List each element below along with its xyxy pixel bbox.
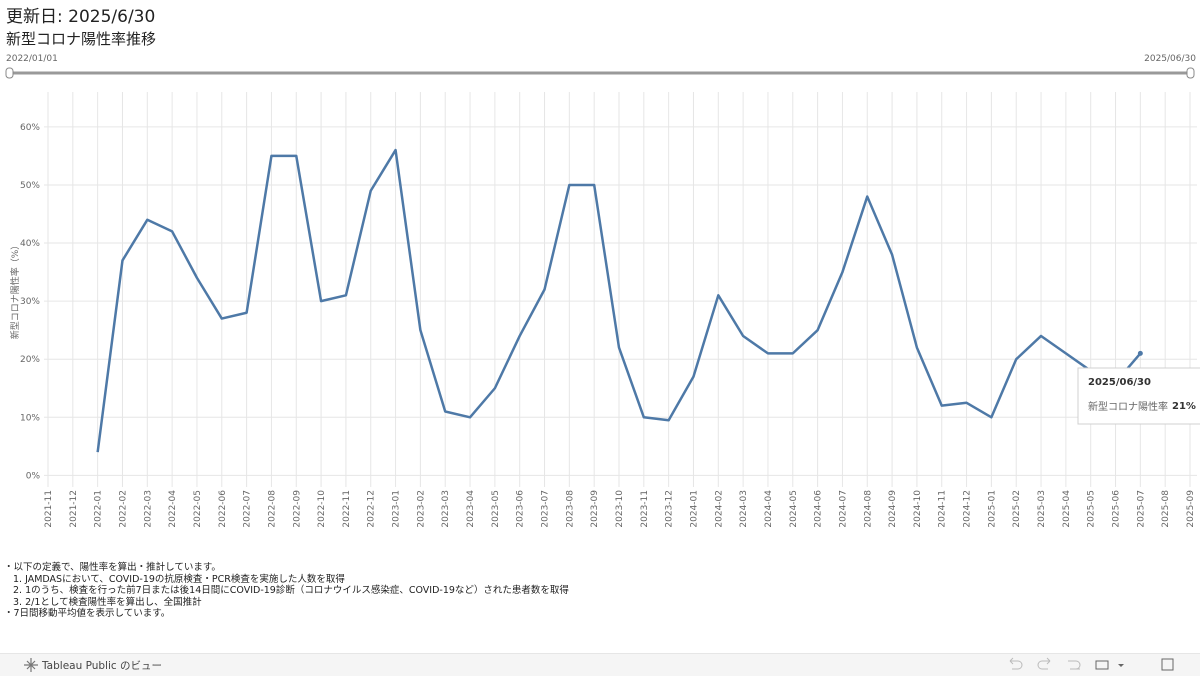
slider-handle[interactable]: [5, 67, 14, 79]
x-tick-label: 2025-09: [1186, 490, 1196, 528]
notes: ・以下の定義で、陽性率を算出・推計しています。 1. JAMDASにおいて、COV…: [4, 562, 569, 620]
chart: 2022/01/01 2025/06/30 新型コロナ陽性率（%） 0% 10% 2…: [5, 54, 1200, 528]
redo-button[interactable]: [1037, 657, 1051, 670]
title: 新型コロナ陽性率推移: [6, 30, 157, 48]
x-tick-label: 2022-12: [367, 490, 377, 528]
line: [96, 148, 1142, 453]
x-tick-label: 2025-02: [1012, 490, 1022, 528]
x-tick-label: 2023-05: [491, 490, 501, 528]
x-tick-label: 2022-02: [118, 490, 128, 528]
x-tick-label: 2025-07: [1136, 490, 1146, 528]
x-tick-label: 2023-12: [665, 490, 675, 528]
note-line: ・7日間移動平均値を表示しています。: [4, 608, 171, 619]
point: [1137, 350, 1143, 356]
x-tick-label: 2025-08: [1161, 490, 1171, 528]
tooltip-box: [1077, 367, 1200, 425]
x-tick-label: 2022-01: [94, 490, 104, 528]
x-tick-label: 2023-08: [565, 490, 575, 528]
x-tick-label: 2023-10: [615, 490, 625, 528]
tooltip: 2025/06/30 新型コロナ陽性率 21%: [1077, 367, 1200, 425]
x-tick-label: 2025-01: [987, 490, 997, 528]
y-tick-label: 10%: [20, 413, 40, 423]
y-tick-label: 0%: [26, 471, 41, 481]
x-tick-label: 2024-06: [814, 490, 824, 528]
x-tick-label: 2022-07: [243, 490, 253, 528]
note-line: 1. JAMDASにおいて、COVID-19の抗原検査・PCR検査を実施した人数…: [13, 573, 345, 585]
y-tick-label: 30%: [20, 297, 40, 307]
x-tick-label: 2024-02: [714, 490, 724, 528]
x-tick-label: 2023-11: [640, 490, 650, 528]
x-tick-label: 2022-04: [168, 490, 178, 528]
x-tick-label: 2022-11: [342, 490, 352, 528]
x-tick-label: 2024-12: [963, 490, 973, 528]
tooltip-title: 2025/06/30: [1088, 377, 1151, 388]
note-line: 3. 2/1として検査陽性率を算出し、全国推計: [13, 596, 202, 608]
revert-button[interactable]: [1068, 660, 1081, 670]
x-tick-label: 2024-03: [739, 490, 749, 528]
x-tick-label: 2025-04: [1062, 490, 1072, 528]
y-axis-label: 新型コロナ陽性率（%）: [9, 241, 21, 340]
menu-button[interactable]: [1118, 664, 1124, 667]
footer-text[interactable]: Tableau Public のビュー: [42, 660, 162, 672]
tooltip-field: 新型コロナ陽性率: [1088, 400, 1168, 413]
x-tick-label: 2023-02: [416, 490, 426, 528]
x-tick-label: 2023-03: [441, 490, 451, 528]
x-tick-label: 2024-07: [838, 490, 848, 528]
y-tick-label: 40%: [20, 239, 40, 249]
y-tick-label: 50%: [20, 181, 40, 191]
tooltip-value: 21%: [1172, 401, 1196, 412]
x-tick-label: 2023-09: [590, 490, 600, 528]
note-line: ・以下の定義で、陽性率を算出・推計しています。: [4, 562, 221, 573]
x-tick-label: 2025-03: [1037, 490, 1047, 528]
slider-end: 2025/06/30: [1144, 54, 1196, 64]
x-tick-label: 2022-05: [193, 490, 203, 528]
x-tick-label: 2022-03: [143, 490, 153, 528]
toolbar: [1009, 657, 1174, 671]
x-tick-label: 2024-10: [913, 490, 923, 528]
x-tick-label: 2022-08: [267, 490, 277, 528]
y-tick-label: 20%: [20, 355, 40, 365]
x-tick-label: 2023-04: [466, 490, 476, 528]
x-tick-label: 2023-07: [541, 490, 551, 528]
share-button[interactable]: [1095, 660, 1109, 670]
slider-start: 2022/01/01: [6, 54, 58, 64]
undo-button[interactable]: [1009, 657, 1023, 670]
x-tick-label: 2024-09: [888, 490, 898, 528]
x-tick-label: 2025-05: [1087, 490, 1097, 528]
note-line: 2. 1のうち、検査を行った前7日または後14日間にCOVID-19診断（コロナ…: [13, 585, 569, 596]
slider-handle[interactable]: [1186, 67, 1195, 79]
y-tick-label: 60%: [20, 123, 40, 133]
x-tick-label: 2023-06: [516, 490, 526, 528]
x-tick-label: 2024-01: [689, 490, 699, 528]
x-tick-label: 2024-05: [789, 490, 799, 528]
x-tick-label: 2022-09: [292, 490, 302, 528]
x-tick-label: 2022-10: [317, 490, 327, 528]
x-tick-label: 2022-06: [218, 490, 228, 528]
x-tick-label: 2021-12: [69, 490, 79, 528]
x-tick-label: 2024-04: [764, 490, 774, 528]
x-tick-label: 2025-06: [1112, 490, 1122, 528]
updated-date: 更新日: 2025/6/30: [6, 7, 156, 27]
x-tick-label: 2024-08: [863, 490, 873, 528]
footer: Tableau Public のビュー: [0, 653, 1200, 676]
tableau-icon: [24, 658, 38, 672]
x-tick-label: 2023-01: [392, 490, 402, 528]
x-tick-label: 2021-11: [44, 490, 54, 528]
x-tick-label: 2024-11: [938, 490, 948, 528]
fullscreen-button[interactable]: [1161, 658, 1174, 671]
